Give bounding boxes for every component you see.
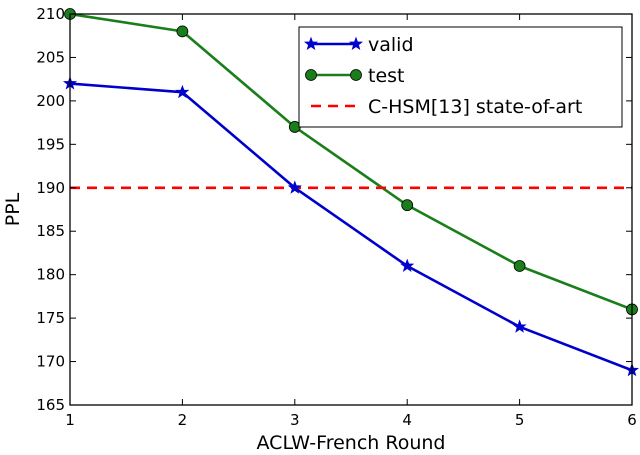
data-point-test (513, 260, 526, 272)
x-tick-label: 2 (178, 411, 188, 429)
data-point-valid (175, 84, 190, 99)
legend: valid test C-HSM[13] state-of-art (298, 26, 623, 128)
data-point-test (401, 199, 414, 212)
y-tick-label: 200 (36, 92, 65, 110)
x-tick-label: 6 (627, 411, 637, 429)
y-tick-label: 195 (36, 135, 65, 153)
plot-area (70, 14, 632, 372)
series-line-test (70, 14, 632, 311)
y-tick-label: 185 (36, 222, 65, 240)
legend-marker (350, 69, 362, 81)
data-point-test (176, 25, 189, 38)
series-line-valid (70, 82, 632, 372)
x-tick-label: 1 (65, 411, 75, 429)
y-tick-label: 210 (36, 5, 65, 23)
x-tick-label: 4 (402, 411, 412, 429)
data-point-valid (512, 319, 527, 333)
legend-label: valid (368, 34, 414, 56)
plot-frame (69, 13, 633, 406)
axis-ticks: 1 2 3 4 5 6 165 170 175 180 185 190 195 200 205 210 (36, 5, 636, 429)
data-point-valid (400, 258, 415, 272)
y-tick-label: 205 (36, 48, 65, 66)
x-tick-label: 3 (290, 411, 300, 429)
y-tick-label: 180 (36, 266, 65, 284)
legend-marker (348, 36, 364, 50)
legend-label: test (368, 65, 405, 87)
x-axis-title: ACLW-French Round (257, 432, 446, 454)
y-axis-title: PPL (2, 192, 24, 226)
data-point-valid (287, 180, 302, 194)
y-tick-label: 175 (36, 309, 65, 327)
y-tick-label: 170 (36, 353, 65, 371)
legend-marker (305, 69, 317, 81)
y-tick-label: 165 (36, 396, 65, 414)
legend-label: C-HSM[13] state-of-art (368, 96, 582, 118)
y-tick-label: 190 (36, 179, 65, 197)
legend-marker (303, 36, 319, 50)
x-tick-label: 5 (515, 411, 525, 429)
